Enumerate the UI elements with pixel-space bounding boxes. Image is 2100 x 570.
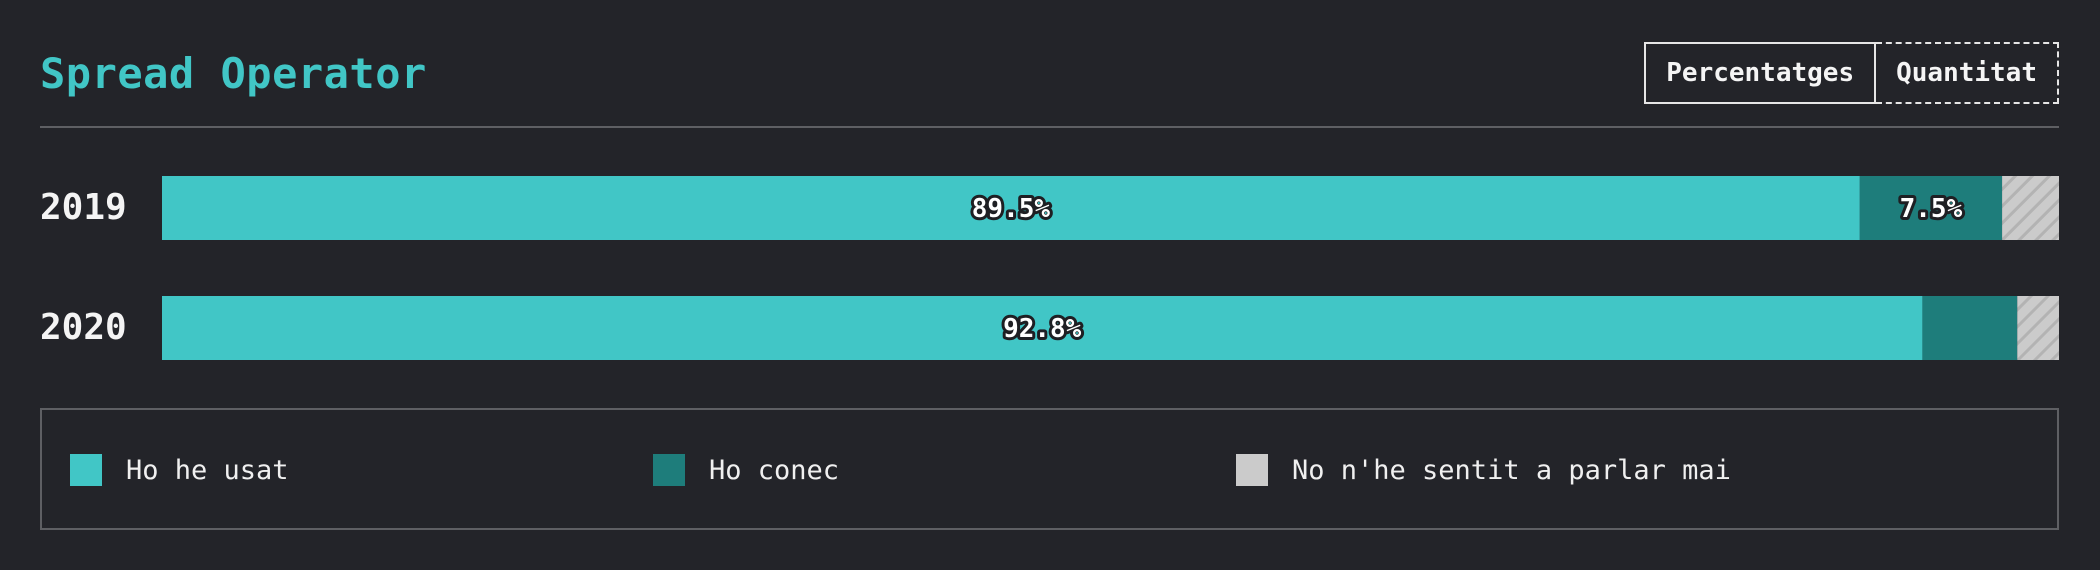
legend-swatch-unknown	[1236, 454, 1268, 486]
chart-title: Spread Operator	[40, 49, 427, 98]
stacked-bar-chart: 89.5% 7.5% 92.8%	[162, 176, 2059, 360]
bar-segment-2020-unknown[interactable]	[2017, 296, 2059, 360]
bar-label-2019-used: 89.5%	[972, 194, 1051, 224]
bars-group: 89.5% 7.5% 92.8%	[162, 176, 2059, 360]
row-label-2020: 2020	[40, 307, 127, 348]
legend-label-known: Ho conec	[709, 454, 840, 486]
legend-swatch-used	[70, 454, 102, 486]
bar-segment-2019-known[interactable]	[1859, 176, 2003, 240]
bar-segment-2019-used[interactable]	[162, 176, 1860, 240]
bar-segment-2019-unknown[interactable]	[2002, 176, 2059, 240]
legend-item-used: Ho he usat	[70, 454, 289, 486]
bar-segment-2020-known[interactable]	[1922, 296, 2018, 360]
bar-label-2019-known: 7.5%	[1900, 194, 1963, 224]
header-divider	[40, 126, 2059, 128]
row-label-2019: 2019	[40, 187, 127, 228]
percentages-toggle-button[interactable]: Percentatges	[1644, 42, 1877, 104]
legend: Ho he usat Ho conec No n'he sentit a par…	[40, 408, 2059, 530]
legend-swatch-known	[653, 454, 685, 486]
bar-segment-2020-used[interactable]	[162, 296, 1923, 360]
quantity-toggle-button[interactable]: Quantitat	[1876, 42, 2059, 104]
legend-item-known: Ho conec	[653, 454, 839, 486]
bar-label-2020-used: 92.8%	[1003, 314, 1082, 344]
legend-label-unknown: No n'he sentit a parlar mai	[1292, 454, 1731, 486]
legend-item-unknown: No n'he sentit a parlar mai	[1236, 454, 1731, 486]
legend-label-used: Ho he usat	[126, 454, 289, 486]
view-toggle: Percentatges Quantitat	[1644, 42, 2059, 104]
